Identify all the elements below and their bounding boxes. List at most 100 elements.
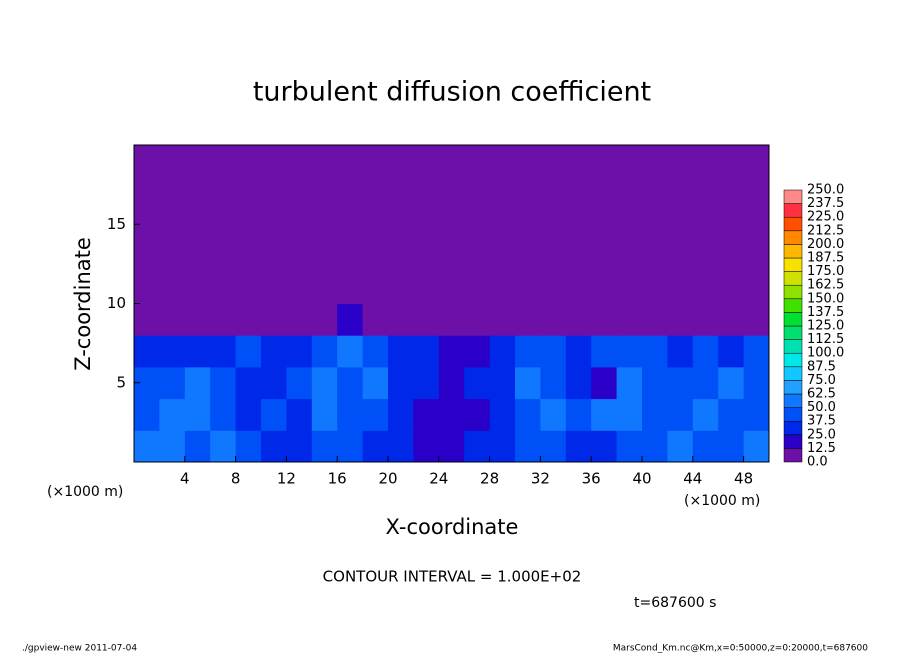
cell [337, 303, 364, 336]
cell [464, 366, 491, 400]
cell [591, 208, 618, 241]
cell [159, 303, 186, 336]
cell [692, 303, 719, 336]
cell [667, 208, 694, 241]
cell [388, 271, 414, 304]
cell [667, 176, 694, 209]
x-tick-label: 32 [531, 470, 550, 488]
cell [235, 271, 262, 304]
cell [565, 335, 592, 368]
cell [184, 366, 211, 400]
cell [388, 303, 414, 336]
cell [337, 176, 364, 209]
cell [515, 240, 541, 273]
cell [464, 303, 491, 336]
cell [235, 240, 262, 273]
cell [362, 303, 389, 336]
cell [413, 366, 440, 400]
cell [692, 430, 719, 463]
cell [362, 176, 389, 209]
colorbar-box [783, 298, 803, 313]
cell [286, 145, 313, 178]
cell [286, 430, 313, 463]
cell [489, 398, 516, 431]
colorbar-label: 62.5 [807, 387, 836, 402]
cell [591, 303, 618, 336]
cell [261, 398, 287, 431]
footer-right: MarsCond_Km.nc@Km,x=0:50000,z=0:20000,t=… [613, 644, 868, 654]
cell [667, 240, 694, 273]
cell [210, 208, 237, 241]
cell [210, 303, 237, 336]
x-unit: (×1000 m) [684, 493, 760, 509]
cell [438, 271, 465, 304]
x-tick-label: 24 [429, 470, 448, 488]
cell [540, 430, 567, 463]
cell [337, 430, 364, 463]
cell [591, 271, 618, 304]
cell [388, 176, 414, 209]
colorbar-box [783, 407, 803, 422]
cell [642, 366, 668, 400]
cell [667, 366, 694, 400]
cell [692, 145, 719, 178]
x-tick-label: 8 [231, 470, 241, 488]
cell [565, 240, 592, 273]
cell [388, 398, 414, 431]
cell [565, 303, 592, 336]
cell [489, 335, 516, 368]
cell [718, 208, 745, 241]
cell [210, 176, 237, 209]
x-tick-label: 44 [683, 470, 702, 488]
cell [489, 303, 516, 336]
colorbar-label: 87.5 [807, 359, 836, 374]
cell [337, 335, 364, 368]
cell [464, 335, 491, 368]
cell [134, 303, 160, 336]
cell [718, 303, 745, 336]
cell [286, 335, 313, 368]
cell [489, 366, 516, 400]
colorbar-box [783, 312, 803, 327]
cell [210, 145, 237, 178]
cell [591, 176, 618, 209]
cell [667, 145, 694, 178]
cell [235, 176, 262, 209]
colorbar-label: 12.5 [807, 441, 836, 456]
colorbar-box [783, 216, 803, 232]
cell [591, 430, 618, 463]
colorbar-box [783, 203, 803, 218]
cell [362, 430, 389, 463]
cell [184, 176, 211, 209]
cell [692, 240, 719, 273]
cell [515, 208, 541, 241]
cell [184, 430, 211, 463]
colorbar-box [783, 420, 803, 436]
cell [261, 366, 287, 400]
cell [565, 271, 592, 304]
cell [692, 208, 719, 241]
colorbar-label: 187.5 [807, 251, 844, 266]
cell [616, 430, 643, 463]
cell [261, 176, 287, 209]
cell [438, 145, 465, 178]
colorbar-box [783, 380, 803, 395]
colorbar-label: 175.0 [807, 264, 844, 279]
colorbar-label: 212.5 [807, 223, 844, 238]
cell [438, 398, 465, 431]
cell [388, 335, 414, 368]
x-axis-label: X-coordinate [386, 515, 519, 539]
cell [134, 335, 160, 368]
cell [311, 208, 338, 241]
cell [210, 366, 237, 400]
cell [642, 145, 668, 178]
cell [286, 398, 313, 431]
cell [362, 145, 389, 178]
cell [591, 366, 618, 400]
colorbar-label: 237.5 [807, 196, 844, 211]
cell [692, 176, 719, 209]
cell [667, 398, 694, 431]
cell [642, 271, 668, 304]
cell [642, 398, 668, 431]
